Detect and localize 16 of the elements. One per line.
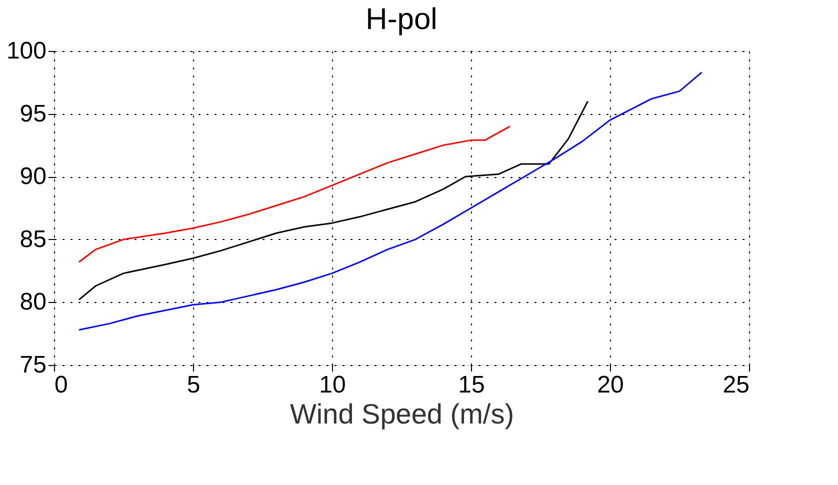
x-tick-label: 20 [597,372,624,398]
x-tick-label: 15 [458,372,485,398]
line-series [78,72,702,331]
y-tick-label: 95 [20,100,46,128]
y-tick-label: 80 [20,288,46,316]
x-tick-label: 0 [54,372,68,398]
y-tick-label: 90 [20,163,46,190]
y-tick-label: 85 [20,226,46,253]
line-series [78,126,511,263]
x-axis-title: Wind Speed (m/s) [290,398,514,430]
x-tick-label: 5 [186,372,200,398]
chart-title: H-pol [366,3,438,36]
x-tick-label: 25 [722,372,750,398]
y-tick-label: 100 [6,38,46,64]
x-tick-label: 10 [319,372,346,398]
y-tick-label: 75 [20,352,46,378]
